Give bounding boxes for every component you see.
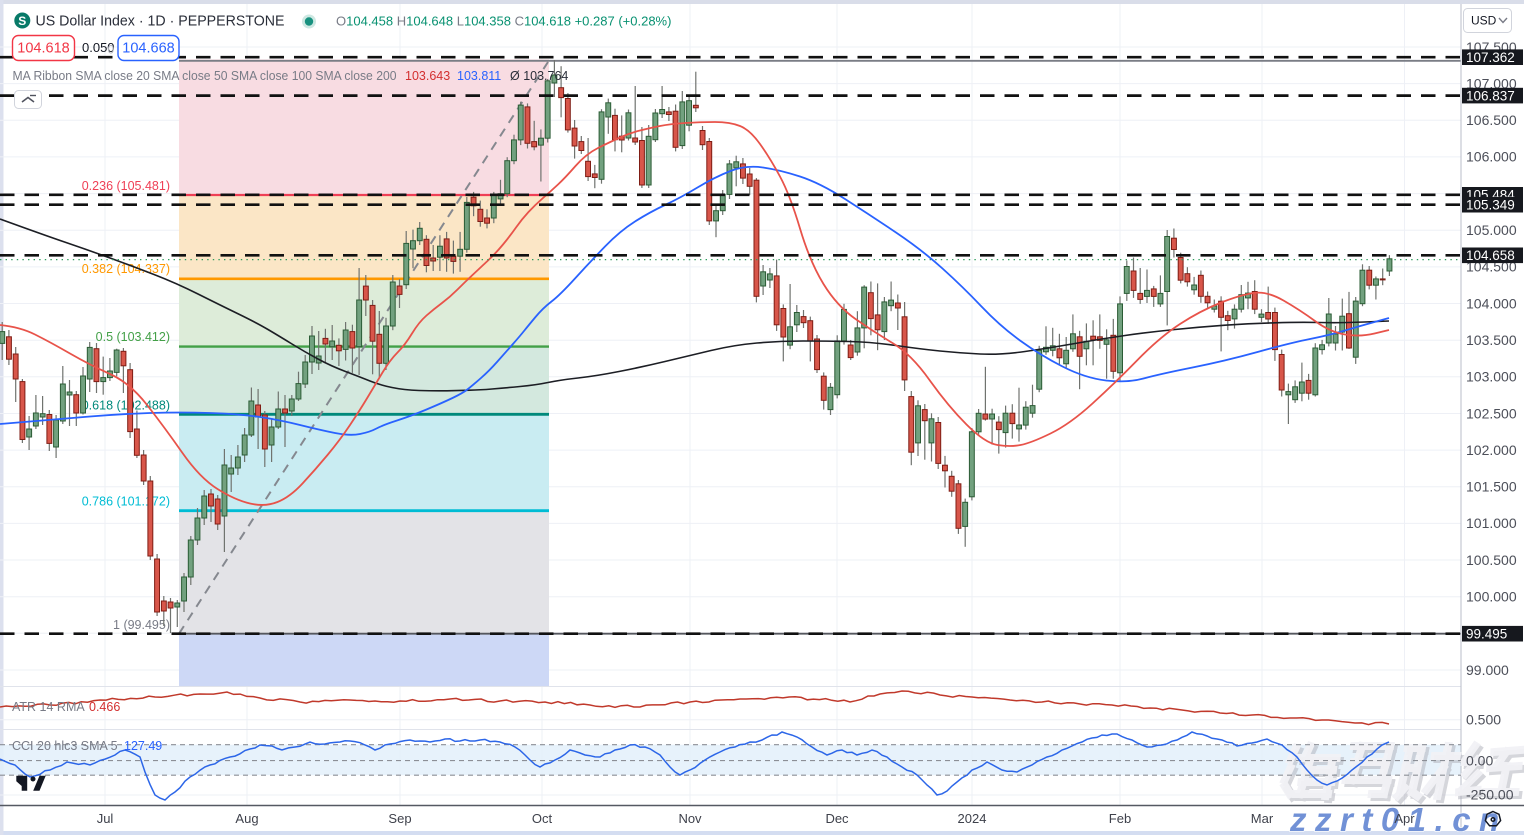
svg-text:Jul: Jul <box>97 811 114 826</box>
svg-text:102.500: 102.500 <box>1466 405 1517 421</box>
svg-text:101.000: 101.000 <box>1466 515 1517 531</box>
svg-text:103.811: 103.811 <box>457 69 501 83</box>
svg-text:Sep: Sep <box>388 811 411 826</box>
svg-text:0.500: 0.500 <box>1466 711 1501 727</box>
svg-text:101.500: 101.500 <box>1466 479 1517 495</box>
svg-text:USD: USD <box>1471 14 1497 28</box>
svg-text:CCI 20 hlc3 SMA 5: CCI 20 hlc3 SMA 5 <box>12 739 118 753</box>
svg-text:106.500: 106.500 <box>1466 112 1517 128</box>
svg-text:0.618 (102.488): 0.618 (102.488) <box>82 399 170 413</box>
svg-text:zzrt01.cn: zzrt01.cn <box>1289 801 1508 835</box>
svg-text:0.5 (103.412): 0.5 (103.412) <box>96 330 170 344</box>
svg-text:106.837: 106.837 <box>1466 88 1515 103</box>
svg-text:103.000: 103.000 <box>1466 369 1517 385</box>
svg-text:1 (99.495): 1 (99.495) <box>113 618 170 632</box>
svg-text:99.000: 99.000 <box>1466 662 1509 678</box>
svg-text:99.495: 99.495 <box>1466 627 1507 642</box>
svg-text:-250.00: -250.00 <box>1466 787 1514 803</box>
svg-text:Aug: Aug <box>235 811 258 826</box>
svg-text:107.362: 107.362 <box>1466 50 1515 65</box>
svg-text:0: 0 <box>108 43 115 57</box>
svg-text:Nov: Nov <box>678 811 702 826</box>
svg-text:0.236 (105.481): 0.236 (105.481) <box>82 179 170 193</box>
svg-text:107.000: 107.000 <box>1466 75 1517 91</box>
svg-text:0.050: 0.050 <box>82 40 115 55</box>
svg-text:0.466: 0.466 <box>89 700 120 714</box>
svg-text:104.658: 104.658 <box>1466 248 1515 263</box>
svg-text:ATR 14 RMA: ATR 14 RMA <box>12 700 85 714</box>
svg-text:103.643: 103.643 <box>405 69 450 83</box>
svg-text:127.49: 127.49 <box>124 739 162 753</box>
svg-text:Oct: Oct <box>532 811 553 826</box>
svg-text:106.000: 106.000 <box>1466 149 1517 165</box>
svg-text:US Dollar Index · 1D · PEPPERS: US Dollar Index · 1D · PEPPERSTONE <box>36 13 285 30</box>
svg-text:105.349: 105.349 <box>1466 198 1515 213</box>
svg-text:103.500: 103.500 <box>1466 332 1517 348</box>
svg-text:Apr: Apr <box>1394 811 1415 826</box>
svg-text:0.00: 0.00 <box>1466 752 1493 768</box>
svg-text:102.000: 102.000 <box>1466 442 1517 458</box>
svg-text:MA Ribbon SMA close 20 SMA clo: MA Ribbon SMA close 20 SMA close 50 SMA … <box>13 69 397 83</box>
svg-text:104.668: 104.668 <box>122 41 174 57</box>
svg-text:2024: 2024 <box>958 811 987 826</box>
svg-text:Dec: Dec <box>825 811 849 826</box>
svg-text:0.786 (101.172): 0.786 (101.172) <box>82 495 170 509</box>
svg-text:104.000: 104.000 <box>1466 295 1517 311</box>
svg-text:104.618: 104.618 <box>17 41 69 57</box>
svg-text:100.500: 100.500 <box>1466 552 1517 568</box>
svg-text:S: S <box>18 14 26 28</box>
svg-text:100.000: 100.000 <box>1466 589 1517 605</box>
svg-text:105.000: 105.000 <box>1466 222 1517 238</box>
svg-text:O104.458 H104.648 L104.358 C10: O104.458 H104.648 L104.358 C104.618 +0.2… <box>336 14 671 29</box>
svg-text:Mar: Mar <box>1251 811 1274 826</box>
svg-text:Ø 103.764: Ø 103.764 <box>510 69 568 83</box>
svg-text:Feb: Feb <box>1109 811 1131 826</box>
